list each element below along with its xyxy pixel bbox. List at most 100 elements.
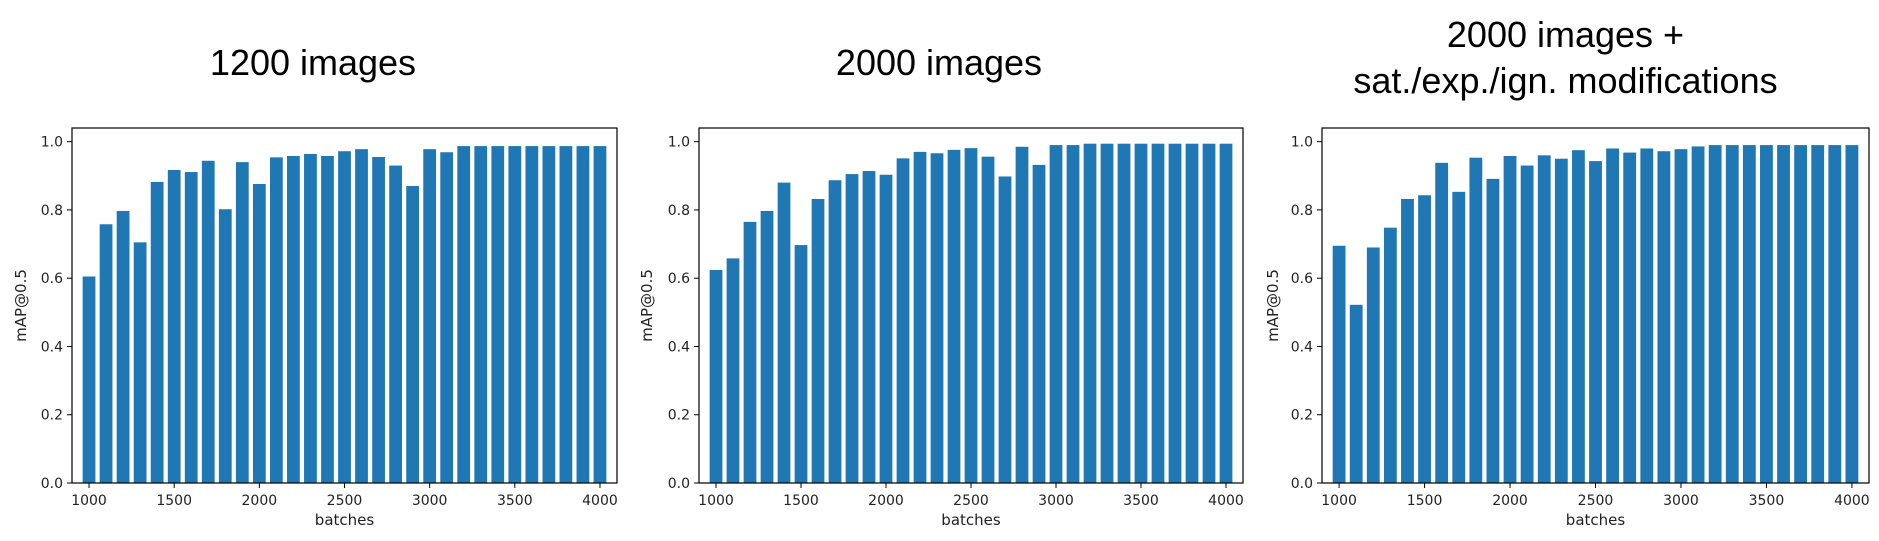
x-axis-label: batches <box>941 511 1001 529</box>
chart-panel-1200-images: 1200 images 0.0 0.2 0.4 0.6 0.8 1.0 1000 1500 20… <box>0 0 626 541</box>
x-tick-label: 4000 <box>582 493 618 509</box>
bar <box>1572 150 1585 483</box>
bar <box>964 148 978 483</box>
bar <box>1117 143 1131 483</box>
y-axis-label: mAP@0.5 <box>638 269 656 342</box>
x-tick-label: 1500 <box>156 493 192 509</box>
bar <box>896 158 910 483</box>
bar-series <box>82 146 607 484</box>
chart-title-line-1: 2000 images + <box>1446 14 1685 55</box>
bar <box>150 181 164 483</box>
bar <box>1657 151 1671 483</box>
bar <box>321 155 334 484</box>
x-tick-label: 3500 <box>1123 493 1159 509</box>
bar <box>743 221 757 483</box>
y-tick-label: 0.8 <box>1291 203 1313 219</box>
bar <box>1640 148 1654 484</box>
bar <box>1845 145 1859 483</box>
bar <box>1032 164 1046 483</box>
chart-title-line-2: sat./exp./ign. modifications <box>1353 60 1778 101</box>
chart-title: 2000 images + sat./exp./ign. modificatio… <box>1252 12 1879 104</box>
bar <box>423 149 437 483</box>
x-axis-label: batches <box>315 511 375 529</box>
bar <box>1100 143 1114 483</box>
bar <box>218 209 232 484</box>
bar <box>1349 304 1363 483</box>
x-tick-label: 1000 <box>698 493 734 509</box>
bar <box>1623 152 1637 483</box>
bar <box>167 169 181 484</box>
bar <box>1760 145 1773 483</box>
bar <box>1828 145 1842 483</box>
bar <box>491 146 505 483</box>
bar <box>1725 145 1739 483</box>
bar <box>184 172 198 483</box>
bar <box>1083 143 1097 483</box>
x-tick-label: 2000 <box>242 493 278 509</box>
bar <box>1794 145 1808 483</box>
chart-panel-2000-images: 2000 images 0.0 0.2 0.4 0.6 0.8 1.0 1000 1500 20… <box>626 0 1252 541</box>
bar <box>1185 143 1199 483</box>
bar <box>998 176 1012 483</box>
bar <box>457 146 471 483</box>
chart-title-line: 1200 images <box>209 42 417 83</box>
bar <box>1202 143 1216 483</box>
y-tick-label: 0.6 <box>1291 271 1313 287</box>
bar <box>1168 143 1182 483</box>
bar <box>1554 158 1568 483</box>
y-tick-label: 0.4 <box>668 339 690 355</box>
x-tick-label: 1000 <box>71 493 107 509</box>
x-tick-label: 1500 <box>1407 493 1443 509</box>
bar <box>1332 245 1346 483</box>
bar <box>947 149 961 483</box>
bar <box>1811 145 1825 483</box>
bar-series <box>1332 145 1859 484</box>
bar <box>525 146 539 483</box>
bar-chart: 0.0 0.2 0.4 0.6 0.8 1.0 1000 1500 2000 2500 3000 35… <box>1264 127 1870 529</box>
bar <box>1066 145 1080 483</box>
bar <box>474 146 488 483</box>
bar-series <box>709 143 1233 484</box>
bar <box>1383 227 1397 483</box>
bar <box>709 270 723 483</box>
bar-chart: 0.0 0.2 0.4 0.6 0.8 1.0 1000 1500 2000 2500 3000 35… <box>12 127 618 529</box>
x-tick-label: 2500 <box>1578 493 1614 509</box>
bar-chart: 0.0 0.2 0.4 0.6 0.8 1.0 1000 1500 2000 2500 3000 35… <box>638 127 1244 529</box>
x-tick-label: 3000 <box>1038 493 1074 509</box>
x-tick-label: 1500 <box>783 493 819 509</box>
y-tick-label: 0.6 <box>41 271 63 287</box>
bar <box>389 165 402 484</box>
y-tick-label: 1.0 <box>668 135 690 151</box>
bar <box>760 210 774 483</box>
bar <box>82 276 96 483</box>
bar <box>269 157 283 484</box>
y-tick-label: 0.0 <box>1291 476 1313 492</box>
bar <box>576 146 590 483</box>
bar <box>1452 191 1466 483</box>
y-tick-label: 1.0 <box>41 135 63 151</box>
x-tick-label: 2000 <box>868 493 904 509</box>
y-tick-label: 0.0 <box>41 476 63 492</box>
bar <box>1219 143 1233 483</box>
x-tick-label: 3500 <box>497 493 533 509</box>
y-tick-label: 0.6 <box>668 271 690 287</box>
bar <box>1503 155 1517 484</box>
bar <box>508 146 522 483</box>
y-tick-label: 0.2 <box>1291 408 1313 424</box>
x-tick-label: 3500 <box>1749 493 1785 509</box>
bar <box>1435 162 1449 483</box>
bar <box>930 153 944 483</box>
bar <box>133 242 147 483</box>
bar <box>1606 148 1619 484</box>
bar <box>1134 143 1148 483</box>
bar <box>981 156 995 484</box>
chart-title-line: 2000 images <box>835 42 1043 83</box>
y-tick-label: 0.8 <box>41 203 63 219</box>
bar <box>1742 145 1756 483</box>
bar <box>1469 157 1483 483</box>
bar <box>440 152 454 484</box>
bar <box>1418 195 1431 483</box>
bar <box>355 149 368 483</box>
bar <box>828 180 842 484</box>
y-axis-label: mAP@0.5 <box>1264 269 1282 342</box>
